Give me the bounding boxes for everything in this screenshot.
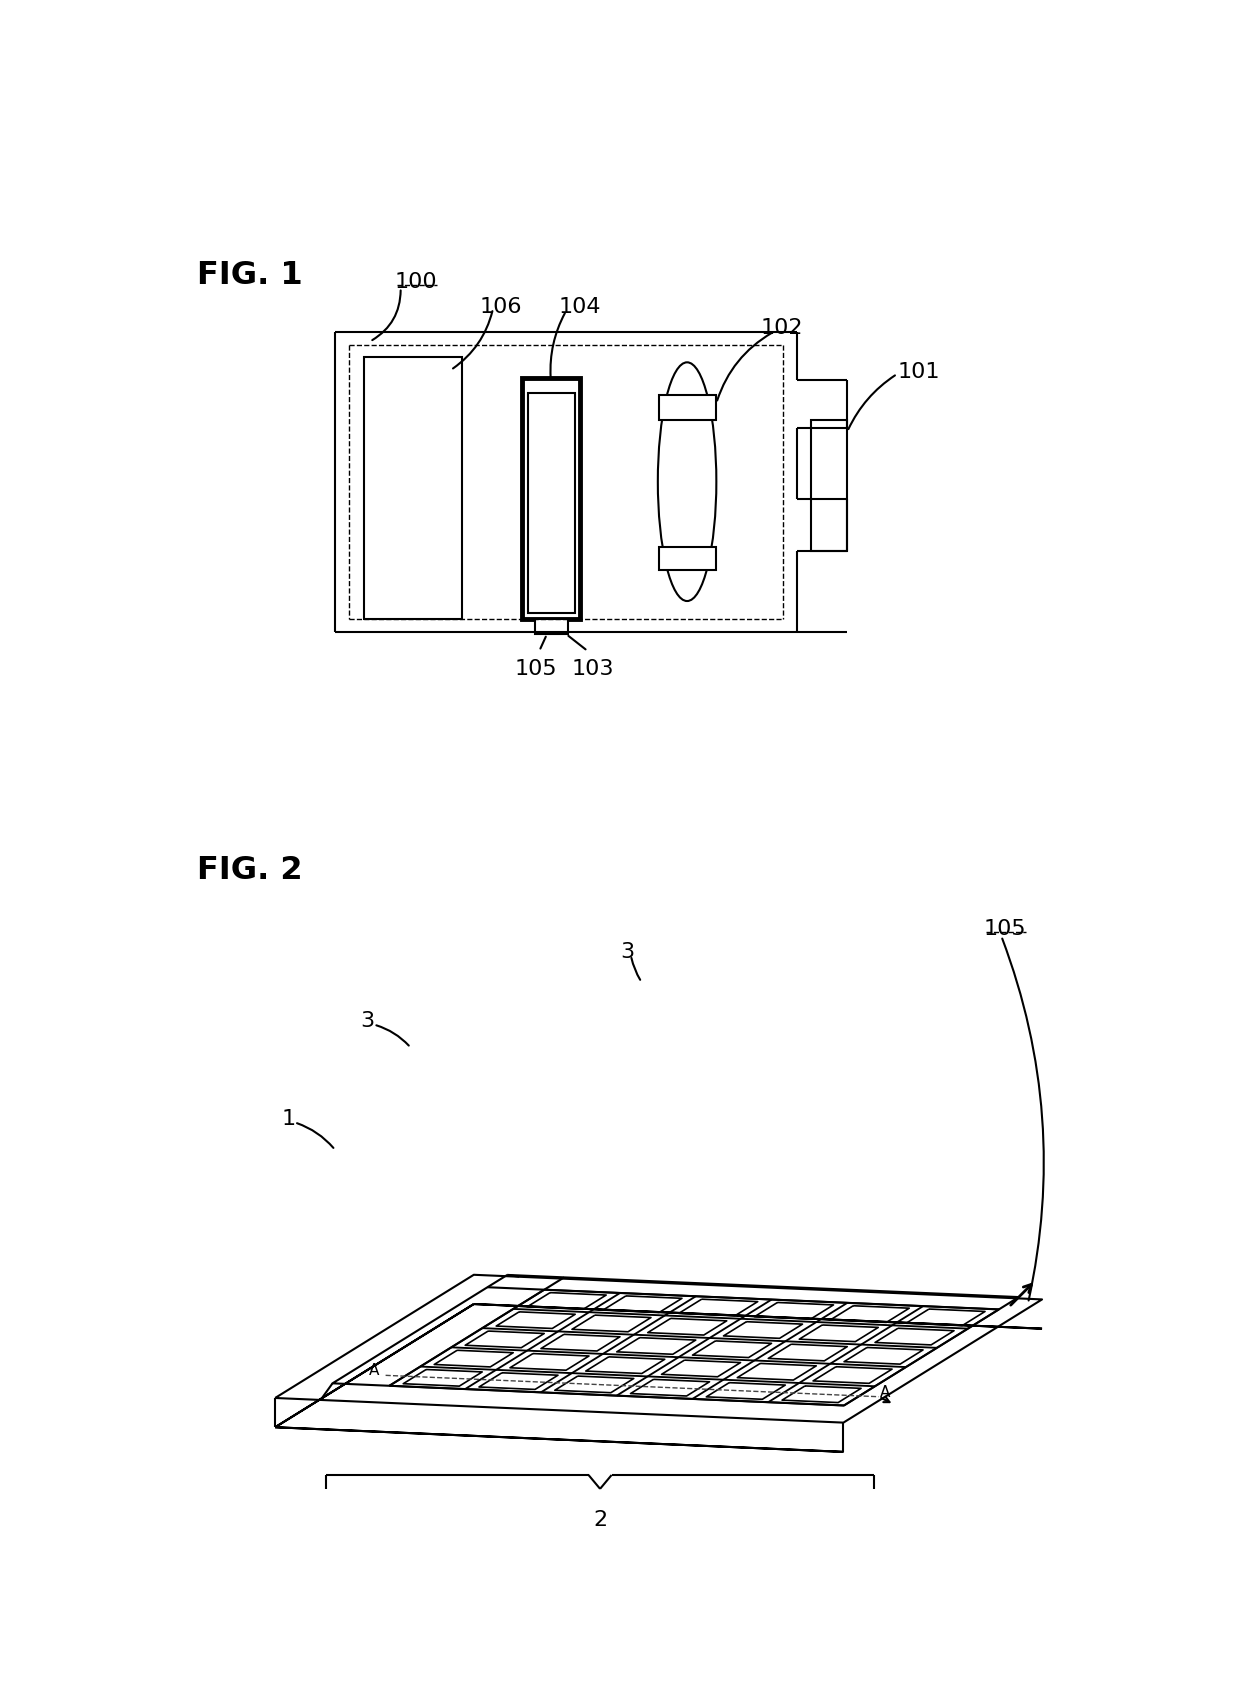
Text: 3: 3 (361, 1012, 374, 1031)
Bar (536, 619, 568, 634)
Text: 101: 101 (898, 363, 940, 382)
Bar (528, 394, 574, 612)
Text: FIG. 2: FIG. 2 (197, 855, 303, 886)
Text: A: A (880, 1385, 890, 1399)
Bar (365, 356, 463, 619)
Text: 1: 1 (281, 1109, 296, 1130)
Bar (811, 421, 847, 550)
Text: 105: 105 (983, 918, 1027, 939)
Text: FIG. 1: FIG. 1 (197, 261, 303, 291)
Text: A: A (370, 1363, 379, 1379)
Text: 104: 104 (559, 296, 601, 317)
Ellipse shape (658, 363, 717, 602)
Text: 106: 106 (480, 296, 522, 317)
Text: 102: 102 (760, 319, 804, 339)
Text: 105: 105 (515, 659, 557, 678)
Text: 3: 3 (621, 942, 635, 963)
Bar (660, 547, 715, 571)
Bar (660, 395, 715, 421)
Text: 103: 103 (572, 659, 614, 678)
Text: 2: 2 (593, 1510, 608, 1530)
Text: 100: 100 (394, 273, 438, 293)
Bar (522, 378, 580, 619)
